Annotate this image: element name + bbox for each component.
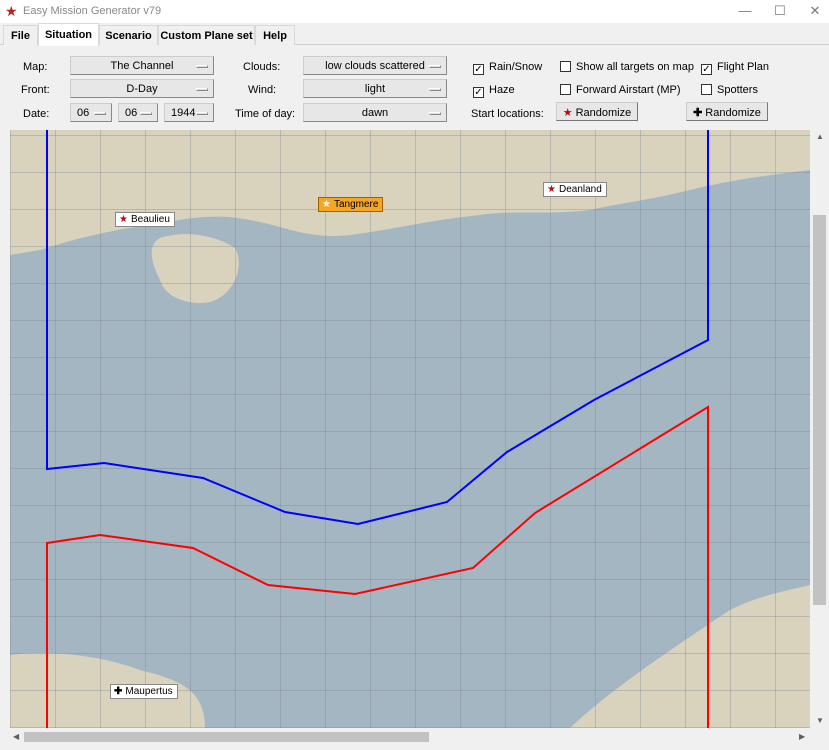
vertical-scroll-thumb[interactable] xyxy=(813,215,826,605)
date-day-value: 06 xyxy=(77,107,90,119)
mission-map[interactable]: ★ Beaulieu ★ Tangmere ★ Deanland ✚ Maupertus xyxy=(10,130,810,728)
front-lines xyxy=(46,130,709,728)
star-icon: ★ xyxy=(322,199,331,210)
map-select[interactable]: The Channel xyxy=(70,56,214,75)
front-select[interactable]: D-Day xyxy=(70,79,214,98)
france-coast xyxy=(570,585,810,728)
airfield-maupertus[interactable]: ✚ Maupertus xyxy=(110,684,178,699)
checkbox-label: Spotters xyxy=(717,84,758,96)
tab-bar: File Situation Scenario Custom Plane set… xyxy=(0,23,829,46)
cross-icon: ✚ xyxy=(114,686,123,697)
date-year-select[interactable]: 1944 xyxy=(164,103,214,122)
maximize-button[interactable]: ☐ xyxy=(774,3,786,18)
show-all-targets-checkbox[interactable]: Show all targets on map xyxy=(560,61,694,73)
airfield-beaulieu[interactable]: ★ Beaulieu xyxy=(115,212,175,227)
rain-snow-checkbox[interactable]: ✓ Rain/Snow xyxy=(473,61,543,75)
airfield-name: Maupertus xyxy=(125,686,173,697)
start-locations-label: Start locations: xyxy=(471,108,544,120)
button-label: Randomize xyxy=(575,107,632,119)
minimize-button[interactable]: — xyxy=(738,3,752,18)
time-of-day-label: Time of day: xyxy=(235,108,296,120)
axis-front-line xyxy=(46,405,709,728)
tab-file[interactable]: File xyxy=(3,25,38,45)
scroll-up-icon[interactable]: ▲ xyxy=(816,132,824,141)
date-month-select[interactable]: 06 xyxy=(118,103,158,122)
date-year-value: 1944 xyxy=(171,107,196,119)
tab-help[interactable]: Help xyxy=(255,25,295,45)
horizontal-scrollbar[interactable]: ◀ ▶ xyxy=(10,728,810,746)
checkbox-label: Haze xyxy=(489,84,515,96)
isle-of-wight xyxy=(151,234,239,304)
clouds-label: Clouds: xyxy=(243,61,281,73)
airfield-deanland[interactable]: ★ Deanland xyxy=(543,182,607,197)
checkbox-label: Flight Plan xyxy=(717,61,769,73)
time-value: dawn xyxy=(361,107,389,119)
front-value: D-Day xyxy=(126,83,158,95)
star-icon: ★ xyxy=(562,107,573,119)
cross-icon: ✚ xyxy=(693,107,703,119)
randomize-axis-button[interactable]: ✚ Randomize xyxy=(686,102,768,121)
map-value: The Channel xyxy=(110,60,174,72)
button-label: Randomize xyxy=(705,107,761,119)
map-grid xyxy=(10,130,810,728)
app-star-icon: ★ xyxy=(5,3,18,19)
tab-situation[interactable]: Situation xyxy=(38,23,99,46)
scroll-left-icon[interactable]: ◀ xyxy=(13,732,20,741)
checkbox-label: Rain/Snow xyxy=(489,61,543,73)
star-icon: ★ xyxy=(119,214,128,225)
date-month-value: 06 xyxy=(125,107,138,119)
airfield-tangmere[interactable]: ★ Tangmere xyxy=(318,197,384,212)
tab-scenario[interactable]: Scenario xyxy=(99,25,158,45)
window-title: Easy Mission Generator v79 xyxy=(23,5,162,17)
checkbox-label: Show all targets on map xyxy=(576,61,695,73)
scroll-down-icon[interactable]: ▼ xyxy=(816,716,824,725)
star-icon: ★ xyxy=(547,184,556,195)
map-label: Map: xyxy=(23,61,48,73)
checkbox-label: Forward Airstart (MP) xyxy=(576,84,681,96)
wind-select[interactable]: light xyxy=(303,79,447,98)
randomize-allied-button[interactable]: ★ Randomize xyxy=(556,102,638,121)
airfield-name: Beaulieu xyxy=(130,214,170,225)
title-bar: ★ Easy Mission Generator v79 — ☐ ✕ xyxy=(0,0,829,23)
close-button[interactable]: ✕ xyxy=(809,3,821,18)
scroll-right-icon[interactable]: ▶ xyxy=(799,732,806,741)
front-label: Front: xyxy=(21,84,50,96)
wind-value: light xyxy=(364,83,386,95)
england-coast xyxy=(10,130,810,255)
map-terrain xyxy=(10,130,810,728)
spotters-checkbox[interactable]: Spotters xyxy=(701,84,758,96)
airfield-name: Deanland xyxy=(558,184,602,195)
vertical-scrollbar[interactable]: ▲ ▼ xyxy=(810,130,829,728)
clouds-value: low clouds scattered xyxy=(325,60,425,72)
tab-custom-plane-set[interactable]: Custom Plane set xyxy=(158,25,255,45)
date-day-select[interactable]: 06 xyxy=(70,103,112,122)
horizontal-scroll-thumb[interactable] xyxy=(24,732,429,742)
allied-front-line xyxy=(46,130,709,526)
forward-airstart-checkbox[interactable]: Forward Airstart (MP) xyxy=(560,84,681,96)
wind-label: Wind: xyxy=(248,84,277,96)
cherbourg-peninsula xyxy=(10,653,205,728)
flight-plan-checkbox[interactable]: ✓ Flight Plan xyxy=(701,61,769,75)
date-label: Date: xyxy=(23,108,50,120)
airfield-name: Tangmere xyxy=(333,199,379,210)
time-of-day-select[interactable]: dawn xyxy=(303,103,447,122)
clouds-select[interactable]: low clouds scattered xyxy=(303,56,447,75)
haze-checkbox[interactable]: ✓ Haze xyxy=(473,84,515,98)
